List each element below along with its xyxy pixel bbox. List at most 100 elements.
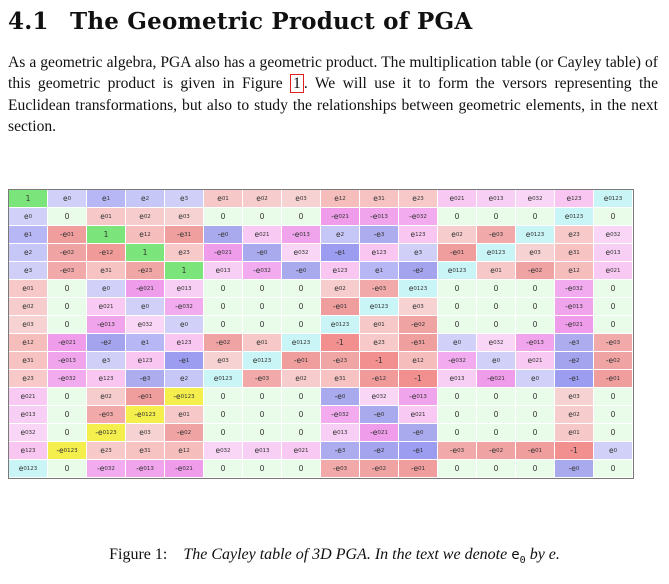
table-cell: e 123: [399, 226, 438, 244]
table-cell: -e 032: [243, 262, 282, 280]
table-cell: e 013: [243, 442, 282, 460]
table-cell: e 021: [399, 406, 438, 424]
table-cell: 0: [243, 388, 282, 406]
table-cell: 0: [438, 298, 477, 316]
table-cell: e 013: [477, 190, 516, 208]
table-cell: 0: [243, 460, 282, 478]
table-cell: e 032: [204, 442, 243, 460]
table-cell: 0: [204, 406, 243, 424]
table-cell: -e 021: [204, 244, 243, 262]
caption-text-after: by e.: [529, 546, 560, 563]
table-cell: e 0123: [204, 370, 243, 388]
table-row: 1 e 0 e 1 e 2 e 3 e 01 e 02 e 03 e 12 e 31 e 23 e 021 e 013 e 032 e…: [9, 190, 633, 208]
table-cell: -e 31: [399, 334, 438, 352]
table-cell: e 0123: [282, 334, 321, 352]
table-cell: -e 01: [282, 352, 321, 370]
table-cell: -e 03: [243, 370, 282, 388]
table-row: e 01 0 e 0 -e 021 e 013 0 0 0 e 02 -e 03 e 0123 0 0 0 -e 032 0: [9, 280, 633, 298]
table-cell: 0: [516, 388, 555, 406]
figure-caption: Figure 1: The Cayley table of 3D PGA. In …: [0, 546, 669, 566]
table-cell: -e 0: [321, 388, 360, 406]
table-cell: e 123: [360, 244, 399, 262]
table-cell: -e 01: [48, 226, 87, 244]
table-cell: 0: [204, 298, 243, 316]
cayley-table: 1 e 0 e 1 e 2 e 3 e 01 e 02 e 03 e 12 e 31 e 23 e 021 e 013 e 032 e…: [8, 189, 634, 479]
table-row: e 0 0 e 01 e 02 e 03 0 0 0 -e 021 -e 013 -e 032 0 0 0 e 0123 0: [9, 208, 633, 226]
table-cell: 0: [282, 280, 321, 298]
table-cell: -e 02: [165, 424, 204, 442]
table-cell: -e 03: [48, 262, 87, 280]
table-cell: e 03: [165, 208, 204, 226]
table-cell: 0: [477, 208, 516, 226]
table-cell: -e 0: [555, 460, 594, 478]
table-cell: 0: [594, 316, 633, 334]
table-cell: 0: [594, 424, 633, 442]
table-cell: e 23: [360, 334, 399, 352]
table-cell: -e 0: [243, 244, 282, 262]
table-cell: -e 1: [399, 442, 438, 460]
table-row: e 1 -e 01 1 e 12 -e 31 -e 0 e 021 -e 013 e 2 -e 3 e 123 e 02 -e…: [9, 226, 633, 244]
paragraph-text-end: . We will use it to form the versors rep…: [8, 75, 658, 135]
table-cell: e 12: [399, 352, 438, 370]
table-cell: e 021: [243, 226, 282, 244]
table-cell: e 032: [477, 334, 516, 352]
table-cell: -e 032: [48, 370, 87, 388]
table-row: e 032 0 -e 0123 e 03 -e 02 0 0 0 e 013 -e 021 -e 0 0 0 0 e 01 0: [9, 424, 633, 442]
table-cell: -e 3: [321, 442, 360, 460]
table-cell: -e 013: [282, 226, 321, 244]
table-cell: 0: [516, 424, 555, 442]
table-cell: 0: [594, 208, 633, 226]
table-cell: -e 013: [555, 298, 594, 316]
table-cell: e 01: [243, 334, 282, 352]
table-cell: -e 032: [165, 298, 204, 316]
table-row: e 03 0 -e 013 e 032 e 0 0 0 0 e 0123 e 01 -e 02 0 0 0 -e 021 0: [9, 316, 633, 334]
table-cell: e 02: [126, 208, 165, 226]
table-cell: e 12: [555, 262, 594, 280]
table-cell: -e 0123: [126, 406, 165, 424]
table-cell: e 01: [477, 262, 516, 280]
table-cell: 0: [243, 298, 282, 316]
table-cell: e 01: [360, 316, 399, 334]
table-cell: e 01: [555, 424, 594, 442]
table-cell: e 02: [243, 190, 282, 208]
figure-reference-link[interactable]: 1: [290, 74, 304, 94]
table-row: e 123 -e 0123 e 23 e 31 e 12 e 032 e 013 e 021 -e 3 -e 2 -e 1…: [9, 442, 633, 460]
table-cell: 0: [477, 316, 516, 334]
table-cell: e 03: [204, 352, 243, 370]
table-cell: 0: [438, 424, 477, 442]
table-cell: e 31: [555, 244, 594, 262]
section-heading: 4.1 The Geometric Product of PGA: [8, 8, 472, 35]
table-cell: -e 2: [399, 262, 438, 280]
table-cell: -e 2: [360, 442, 399, 460]
table-cell: 0: [438, 280, 477, 298]
table-cell: -e 0: [360, 406, 399, 424]
table-cell: e 032: [594, 226, 633, 244]
table-cell: -e 23: [126, 262, 165, 280]
table-cell: -e 3: [360, 226, 399, 244]
table-cell: e 021: [516, 352, 555, 370]
table-cell: e 12: [9, 334, 48, 352]
table-cell: 0: [516, 298, 555, 316]
table-cell: e 123: [9, 442, 48, 460]
table-cell: -e 013: [48, 352, 87, 370]
table-cell: -e 0: [204, 226, 243, 244]
table-cell: 0: [516, 460, 555, 478]
table-cell: e 123: [321, 262, 360, 280]
table-cell: e 03: [9, 316, 48, 334]
table-cell: e 032: [9, 424, 48, 442]
table-cell: -e 02: [204, 334, 243, 352]
table-cell: 0: [594, 388, 633, 406]
table-cell: -e 013: [399, 388, 438, 406]
table-cell: -e 013: [126, 460, 165, 478]
table-cell: -e 0: [399, 424, 438, 442]
table-row: e 013 0 -e 03 -e 0123 e 01 0 0 0 -e 032 -e 0 e 021 0 0 0 e 02 0: [9, 406, 633, 424]
caption-text: The Cayley table of 3D PGA. In the text …: [183, 546, 508, 563]
table-row: e 021 0 e 02 -e 01 -e 0123 0 0 0 -e 0 e 032 -e 013 0 0 0 e 03 0: [9, 388, 633, 406]
table-cell: -e 03: [438, 442, 477, 460]
table-cell: e 0123: [9, 460, 48, 478]
